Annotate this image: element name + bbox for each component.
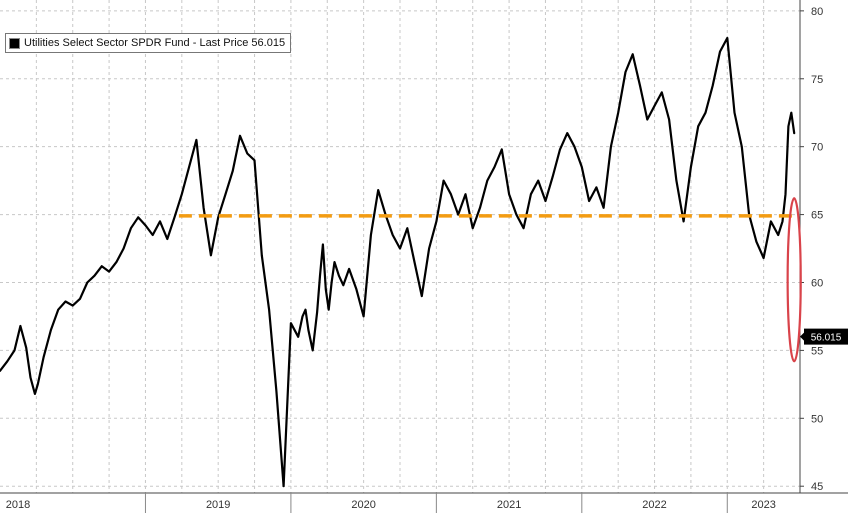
y-tick-label: 75 [811, 74, 823, 86]
y-tick-label: 65 [811, 210, 823, 222]
x-tick-label: 2019 [206, 499, 230, 511]
highlight-ellipse [786, 197, 802, 363]
last-price-tag [804, 328, 848, 345]
y-tick-label: 70 [811, 142, 823, 154]
x-tick-label: 2020 [351, 499, 375, 511]
y-tick-label: 50 [811, 413, 823, 425]
x-tick-label: 2023 [751, 499, 775, 511]
y-tick-label: 55 [811, 345, 823, 357]
x-tick-label: 2022 [642, 499, 666, 511]
legend: Utilities Select Sector SPDR Fund - Last… [5, 33, 292, 53]
x-tick-label: 2018 [6, 499, 30, 511]
x-tick-label: 2021 [497, 499, 521, 511]
last-price-group: 56.015 [800, 328, 848, 345]
legend-swatch [9, 37, 20, 49]
y-axis-ticks: 45 50 55 60 65 70 75 80 [800, 6, 823, 493]
last-price-label: 56.015 [811, 333, 842, 344]
x-axis-ticks: 2018 2019 2020 2021 2022 2023 [6, 493, 776, 513]
y-tick-label: 80 [811, 6, 823, 18]
annotation-group [786, 197, 802, 363]
legend-label: Utilities Select Sector SPDR Fund - Last… [24, 37, 286, 49]
y-tick-label: 60 [811, 277, 823, 289]
y-tick-label: 45 [811, 481, 823, 493]
price-line [0, 36, 796, 488]
last-price-pointer [800, 331, 805, 342]
series-group [0, 36, 799, 488]
